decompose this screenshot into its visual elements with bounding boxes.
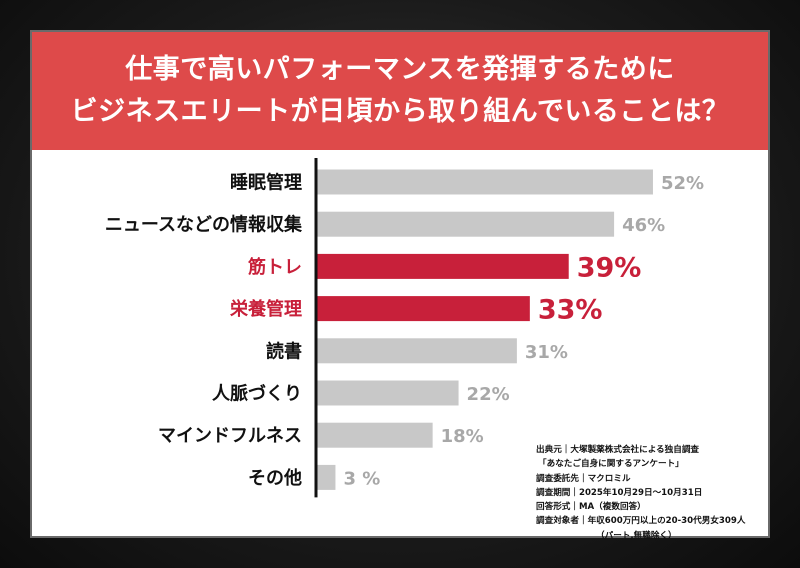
value-label: 31%: [525, 342, 568, 363]
category-label: 睡眠管理: [230, 172, 302, 194]
bar: [316, 422, 433, 448]
source-line: 回答形式｜MA（複数回答）: [536, 502, 646, 513]
value-label: 46%: [622, 215, 665, 236]
bar: [316, 464, 336, 490]
value-label: 18%: [441, 426, 484, 447]
value-label: 22%: [467, 384, 510, 405]
category-label: ニュースなどの情報収集: [105, 214, 303, 236]
bar: [316, 380, 459, 406]
bar: [316, 296, 530, 322]
source-line: 調査対象者｜年収600万円以上の20-30代男女309人: [536, 516, 746, 527]
value-label: 33%: [538, 295, 603, 326]
category-label: その他: [248, 467, 302, 489]
chart-title-line-1: 仕事で高いパフォーマンスを発揮するために: [125, 54, 675, 85]
bar: [316, 169, 653, 195]
source-line: 「あなたご自身に関するアンケート」: [538, 459, 684, 470]
value-label: 39%: [577, 252, 642, 283]
category-label: 栄養管理: [229, 298, 302, 320]
source-line: 調査期間｜2025年10月29日～10月31日: [536, 487, 703, 498]
value-label: 3 %: [343, 468, 380, 489]
bar-chart: 睡眠管理 52% ニュースなどの情報収集 46% 筋トレ 39% 栄養管理 33% 読書 31% 人…: [105, 158, 704, 498]
chart-frame: 仕事で高いパフォーマンスを発揮するために ビジネスエリートが日頃から取り組んでい…: [30, 30, 770, 541]
source-line: 調査委託先｜マクロミル: [536, 473, 631, 484]
source-note: 出典元｜大塚製薬株式会社による独自調査 「あなたご自身に関するアンケート」 調査…: [536, 443, 766, 543]
source-line: （パート,無職除く）: [596, 530, 677, 541]
category-label: 筋トレ: [248, 256, 302, 278]
bar: [316, 211, 615, 237]
category-label: マインドフルネス: [158, 426, 302, 447]
title-banner: 仕事で高いパフォーマンスを発揮するために ビジネスエリートが日頃から取り組んでい…: [32, 32, 768, 150]
category-label: 読書: [266, 340, 302, 362]
bar: [316, 253, 569, 279]
value-label: 52%: [661, 173, 704, 194]
chart-title-line-2: ビジネスエリートが日頃から取り組んでいることは？: [70, 96, 730, 127]
chart-area: 睡眠管理 52% ニュースなどの情報収集 46% 筋トレ 39% 栄養管理 33% 読書 31% 人…: [32, 150, 768, 541]
source-line: 出典元｜大塚製薬株式会社による独自調査: [536, 445, 700, 455]
bar: [316, 338, 517, 364]
category-label: 人脈づくり: [212, 383, 302, 405]
